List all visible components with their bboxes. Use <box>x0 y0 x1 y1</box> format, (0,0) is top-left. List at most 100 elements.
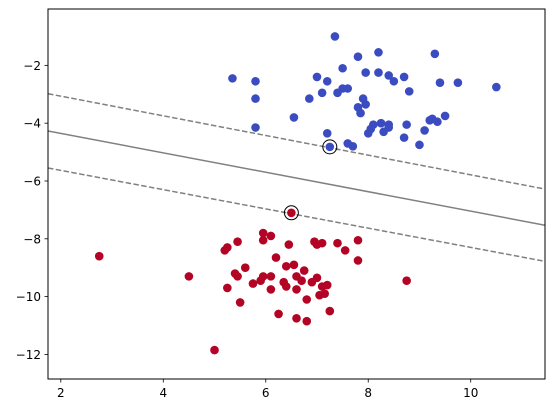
data-point-series0-30 <box>376 118 386 128</box>
data-point-series0-1 <box>430 49 440 59</box>
x-tick-label: 4 <box>159 386 167 400</box>
data-point-series0-5 <box>322 76 332 86</box>
x-tick-label: 2 <box>57 386 65 400</box>
data-point-series0-13 <box>453 78 463 88</box>
axes-frame <box>47 8 546 380</box>
data-point-series1-28 <box>292 285 301 294</box>
data-point-series1-32 <box>302 295 312 304</box>
data-point-series0-19 <box>317 88 327 98</box>
data-point-series1-31 <box>299 266 309 275</box>
data-point-series0-11 <box>399 72 409 82</box>
data-point-series0-39 <box>433 117 442 127</box>
data-point-series0-47 <box>251 123 260 132</box>
data-point-series1-17 <box>266 231 276 241</box>
y-tick-label: −4 <box>23 117 41 131</box>
data-point-series1-5 <box>220 246 230 255</box>
data-point-series0-4 <box>338 63 347 73</box>
data-point-series0-2 <box>374 48 383 57</box>
data-point-series0-7 <box>361 68 370 77</box>
data-point-series1-15 <box>258 235 268 245</box>
data-point-series1-3 <box>210 345 219 355</box>
data-point-series1-30 <box>297 276 306 286</box>
data-point-series0-9 <box>384 71 394 80</box>
data-point-series0-18 <box>305 94 314 103</box>
data-point-series1-44 <box>333 238 342 248</box>
margin-line-1 <box>48 92 545 190</box>
support-vectors <box>283 139 338 221</box>
data-point-series1-11 <box>240 263 250 273</box>
plot-area <box>48 9 545 379</box>
data-point-series0-15 <box>228 74 237 83</box>
y-tick-label: −10 <box>16 290 41 304</box>
data-point-series1-43 <box>325 306 335 316</box>
y-tick-label: −8 <box>23 232 41 246</box>
data-point-series1-8 <box>230 269 240 278</box>
data-point-series0-42 <box>415 140 424 150</box>
data-point-series0-22 <box>343 84 353 93</box>
data-point-series0-44 <box>322 128 332 138</box>
data-point-series0-41 <box>420 126 429 135</box>
data-point-series0-6 <box>312 72 322 82</box>
y-tick-label: −12 <box>16 348 41 362</box>
data-point-series1-9 <box>223 283 232 293</box>
data-point-series1-20 <box>271 253 281 262</box>
data-point-series1-19 <box>266 285 276 294</box>
data-point-series1-16 <box>258 228 268 238</box>
y-tick-label: −2 <box>23 59 41 73</box>
y-axis-ticks: −2 −4 −6 −8 −10 −12 <box>16 59 48 362</box>
data-point-series1-10 <box>235 298 245 307</box>
data-point-series1-23 <box>281 282 291 291</box>
decision-boundary-line <box>48 130 545 226</box>
data-point-series1-42 <box>322 280 332 290</box>
data-point-series1-12 <box>248 279 258 288</box>
data-point-series1-48 <box>402 276 411 286</box>
data-point-series0-35 <box>384 123 394 132</box>
x-tick-label: 8 <box>364 386 372 400</box>
data-point-series1-37 <box>312 273 322 283</box>
support-vector-ring-0 <box>322 139 338 155</box>
data-point-series0-8 <box>374 68 383 77</box>
x-axis-ticks: 2 4 6 8 10 <box>57 379 478 400</box>
x-tick-label: 6 <box>262 386 270 400</box>
data-point-series1-24 <box>281 261 291 271</box>
data-point-series0-0 <box>330 32 340 41</box>
data-point-series0-12 <box>435 78 445 88</box>
data-point-series1-33 <box>302 316 312 326</box>
data-point-series1-39 <box>317 238 327 248</box>
data-point-series0-25 <box>361 100 370 109</box>
data-point-series1-6 <box>233 237 242 246</box>
y-tick-label: −6 <box>23 174 41 188</box>
data-point-series0-48 <box>325 142 335 152</box>
x-tick-label: 10 <box>463 386 478 400</box>
data-point-series1-21 <box>274 309 283 319</box>
margin-line-2 <box>48 167 545 263</box>
data-point-series0-10 <box>389 76 399 86</box>
data-point-series1-25 <box>284 240 294 249</box>
data-point-series1-2 <box>184 272 194 281</box>
data-points <box>94 32 501 355</box>
data-point-series1-41 <box>320 289 329 299</box>
data-point-series0-28 <box>289 113 299 122</box>
data-point-series0-36 <box>402 120 411 129</box>
decision-lines <box>48 92 545 263</box>
data-point-series0-46 <box>348 142 358 151</box>
data-point-series1-45 <box>340 246 350 255</box>
data-point-series1-47 <box>353 256 363 265</box>
data-point-series0-3 <box>353 52 363 61</box>
data-point-series1-0 <box>287 208 296 218</box>
data-point-series1-46 <box>353 235 363 245</box>
data-point-series0-40 <box>440 111 450 121</box>
data-point-series0-34 <box>363 128 373 138</box>
data-point-series0-43 <box>399 133 409 142</box>
support-vector-ring-1 <box>283 205 299 221</box>
data-point-series0-17 <box>251 94 260 103</box>
data-point-series1-1 <box>94 251 104 261</box>
data-point-series0-16 <box>251 76 260 86</box>
data-point-series1-14 <box>258 272 268 281</box>
data-point-series1-18 <box>266 272 276 281</box>
data-point-series1-26 <box>289 260 299 270</box>
data-point-series0-27 <box>404 87 414 96</box>
data-point-series0-14 <box>492 82 501 92</box>
data-point-series1-29 <box>292 313 301 323</box>
